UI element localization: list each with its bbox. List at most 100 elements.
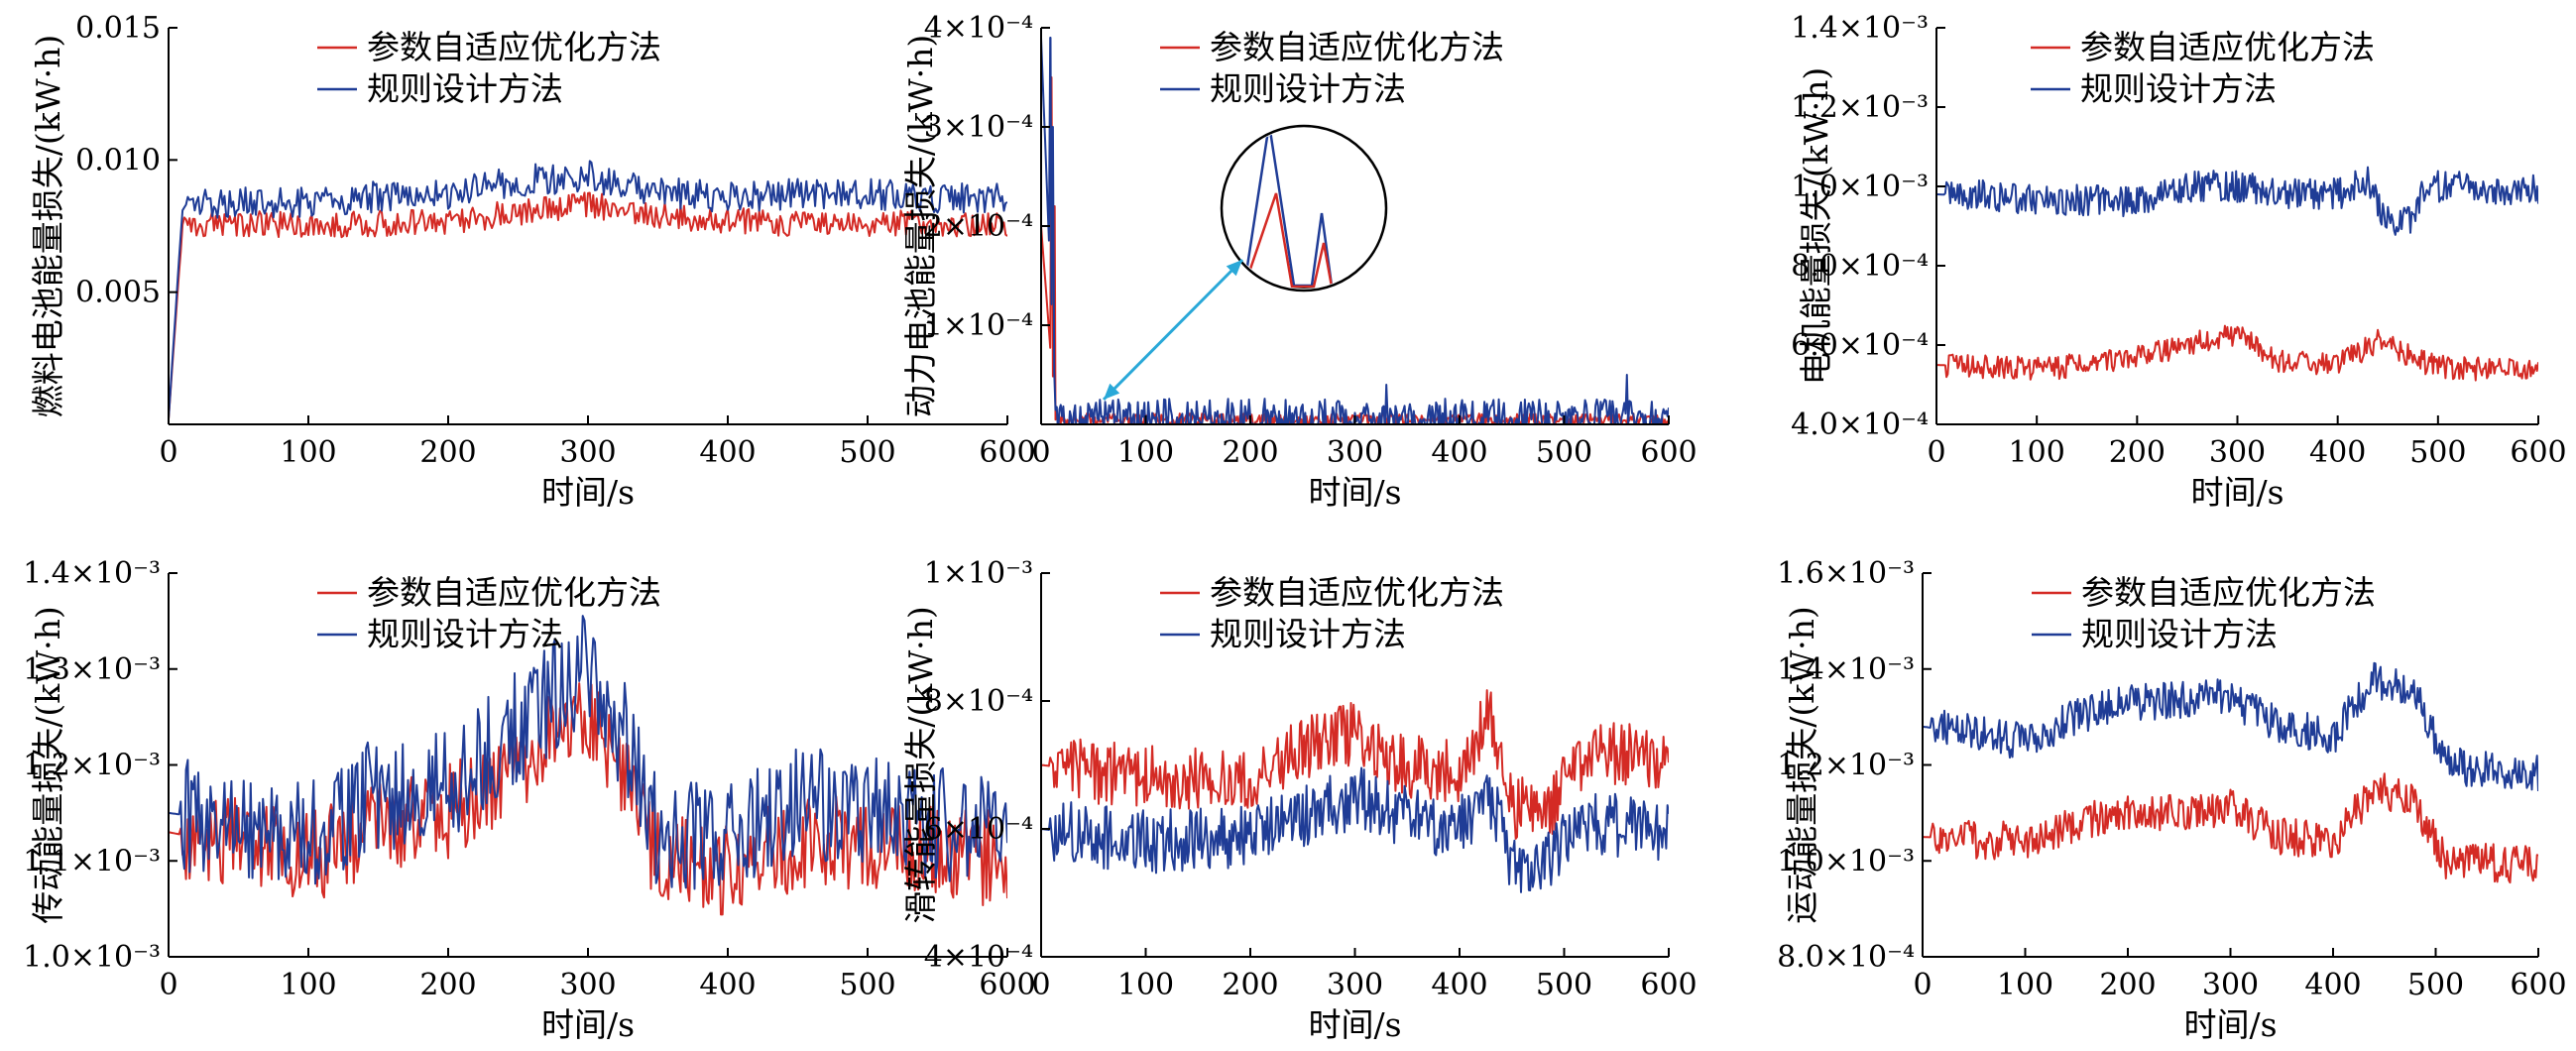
y-tick-label: 0.005 — [75, 276, 161, 310]
legend-label: 规则设计方法 — [367, 69, 563, 108]
x-axis-label: 时间/s — [1308, 473, 1401, 512]
series-line-rule — [1936, 166, 2538, 236]
y-tick-label: 1.4×10⁻³ — [23, 556, 161, 591]
x-tick-label: 0 — [1927, 435, 1945, 470]
x-axis-label: 时间/s — [2190, 473, 2283, 512]
x-tick-label: 300 — [1327, 968, 1383, 1002]
series-group — [1936, 166, 2538, 382]
legend-label: 规则设计方法 — [367, 615, 563, 653]
y-tick-label: 4.0×10⁻⁴ — [1791, 408, 1929, 442]
legend-label: 参数自适应优化方法 — [1210, 28, 1504, 66]
y-tick-label: 2×10⁻⁴ — [924, 209, 1033, 244]
chart-panel-6: 0 100 200 300 400 500 600 8.0×10⁻⁴ 1.0×10⁻³ 1.2×1… — [1777, 556, 2567, 1044]
y-tick-label: 1×10⁻³ — [924, 556, 1033, 591]
chart-panel-5: 0 100 200 300 400 500 6004×10⁻⁴6×10⁻⁴8×10⁻⁴1×1… — [901, 556, 1698, 1044]
y-axis-label: 滑转能量损失/(kW·h) — [901, 606, 940, 924]
zoom-inset — [1102, 124, 1388, 402]
series-line-rule — [169, 160, 1007, 419]
x-tick-label: 300 — [2202, 968, 2259, 1002]
y-tick-label: 6×10⁻⁴ — [924, 812, 1033, 847]
series-line-adaptive — [1936, 324, 2538, 382]
legend-label: 规则设计方法 — [2081, 615, 2278, 653]
chart-panel-3: 0 100 200 300 400 500 600 4.0×10⁻⁴ 6.0×10⁻⁴ 8.0×1… — [1791, 11, 2567, 512]
x-tick-label: 0 — [1031, 968, 1050, 1002]
inset-circle — [1220, 124, 1388, 292]
chart-panel-2: 0 100 200 300 400 500 600 1×10⁻⁴ 2×10⁻⁴ 3×10⁻⁴ 4×1… — [901, 11, 1698, 512]
x-tick-label: 400 — [699, 435, 756, 470]
x-tick-label: 200 — [419, 435, 476, 470]
inset-arrow-tail — [1104, 383, 1120, 400]
y-tick-label: 1.2×10⁻³ — [23, 749, 161, 783]
series-group — [1923, 661, 2538, 884]
y-tick-label: 6.0×10⁻⁴ — [1791, 328, 1929, 363]
x-tick-label: 500 — [2407, 968, 2464, 1002]
legend-label: 参数自适应优化方法 — [367, 573, 661, 612]
legend-label: 规则设计方法 — [1210, 615, 1406, 653]
x-tick-label: 600 — [2510, 435, 2566, 470]
x-axis-label: 时间/s — [541, 473, 635, 512]
y-tick-label: 1.0×10⁻³ — [23, 940, 161, 975]
series-line-adaptive — [169, 191, 1007, 419]
series-line-adaptive — [1041, 689, 1669, 840]
x-axis-label: 时间/s — [541, 1005, 635, 1044]
y-tick-label: 8.0×10⁻⁴ — [1791, 249, 1929, 284]
x-tick-label: 600 — [1640, 435, 1697, 470]
x-tick-label: 100 — [1117, 435, 1174, 470]
x-tick-label: 0 — [1913, 968, 1932, 1002]
x-tick-label: 500 — [1536, 968, 1592, 1002]
x-tick-label: 500 — [2409, 435, 2466, 470]
y-tick-label: 3×10⁻⁴ — [924, 110, 1033, 145]
series-group — [1041, 689, 1669, 893]
series-line-adaptive — [169, 682, 1007, 916]
y-tick-label: 1.2×10⁻³ — [1777, 749, 1915, 783]
y-tick-label: 0.010 — [75, 143, 161, 177]
x-tick-label: 400 — [1431, 435, 1487, 470]
x-tick-label: 100 — [280, 435, 336, 470]
x-tick-label: 300 — [1327, 435, 1383, 470]
x-tick-label: 100 — [280, 968, 336, 1002]
x-tick-label: 600 — [2510, 968, 2566, 1002]
x-tick-label: 200 — [419, 968, 476, 1002]
x-tick-label: 400 — [2304, 968, 2361, 1002]
x-tick-label: 100 — [2009, 435, 2065, 470]
x-tick-label: 500 — [839, 435, 895, 470]
y-tick-label: 4×10⁻⁴ — [924, 940, 1033, 975]
y-tick-label: 8×10⁻⁴ — [924, 684, 1033, 719]
y-tick-label: 1.0×10⁻³ — [1777, 844, 1915, 878]
legend-label: 参数自适应优化方法 — [2080, 28, 2375, 66]
x-tick-label: 100 — [1117, 968, 1174, 1002]
y-tick-label: 4×10⁻⁴ — [924, 11, 1033, 46]
x-tick-label: 0 — [1031, 435, 1050, 470]
x-tick-label: 600 — [979, 968, 1035, 1002]
x-tick-label: 200 — [1222, 968, 1278, 1002]
x-tick-label: 0 — [159, 435, 177, 470]
x-axis-label: 时间/s — [2183, 1005, 2277, 1044]
y-axis-label: 动力电池能量损失/(kW·h) — [901, 35, 940, 418]
y-tick-label: 1×10⁻⁴ — [924, 308, 1033, 343]
series-line-rule — [1041, 766, 1669, 893]
legend-label: 参数自适应优化方法 — [1210, 573, 1504, 612]
y-tick-label: 0.015 — [75, 11, 161, 46]
x-axis-label: 时间/s — [1308, 1005, 1401, 1044]
x-tick-label: 500 — [839, 968, 895, 1002]
inset-arrow-head — [1226, 260, 1242, 277]
y-axis-label: 燃料电池能量损失/(kW·h) — [29, 35, 67, 418]
y-tick-label: 1.6×10⁻³ — [1777, 556, 1915, 591]
x-tick-label: 300 — [2209, 435, 2266, 470]
inset-arrow-line — [1102, 258, 1244, 402]
legend-label: 规则设计方法 — [1210, 69, 1406, 108]
x-tick-label: 100 — [1997, 968, 2053, 1002]
series-line-rule — [1923, 661, 2538, 792]
x-tick-label: 600 — [1640, 968, 1697, 1002]
y-tick-label: 1.0×10⁻³ — [1791, 170, 1929, 204]
y-tick-label: 1.2×10⁻³ — [1791, 90, 1929, 125]
chart-panel-4: 0 100 200 300 400 500 600 1.0×10⁻³ 1.1×10⁻³ 1.2×1… — [23, 556, 1036, 1044]
x-tick-label: 300 — [559, 968, 616, 1002]
x-tick-label: 200 — [2099, 968, 2156, 1002]
x-tick-label: 400 — [699, 968, 756, 1002]
y-tick-label: 1.4×10⁻³ — [1791, 11, 1929, 46]
